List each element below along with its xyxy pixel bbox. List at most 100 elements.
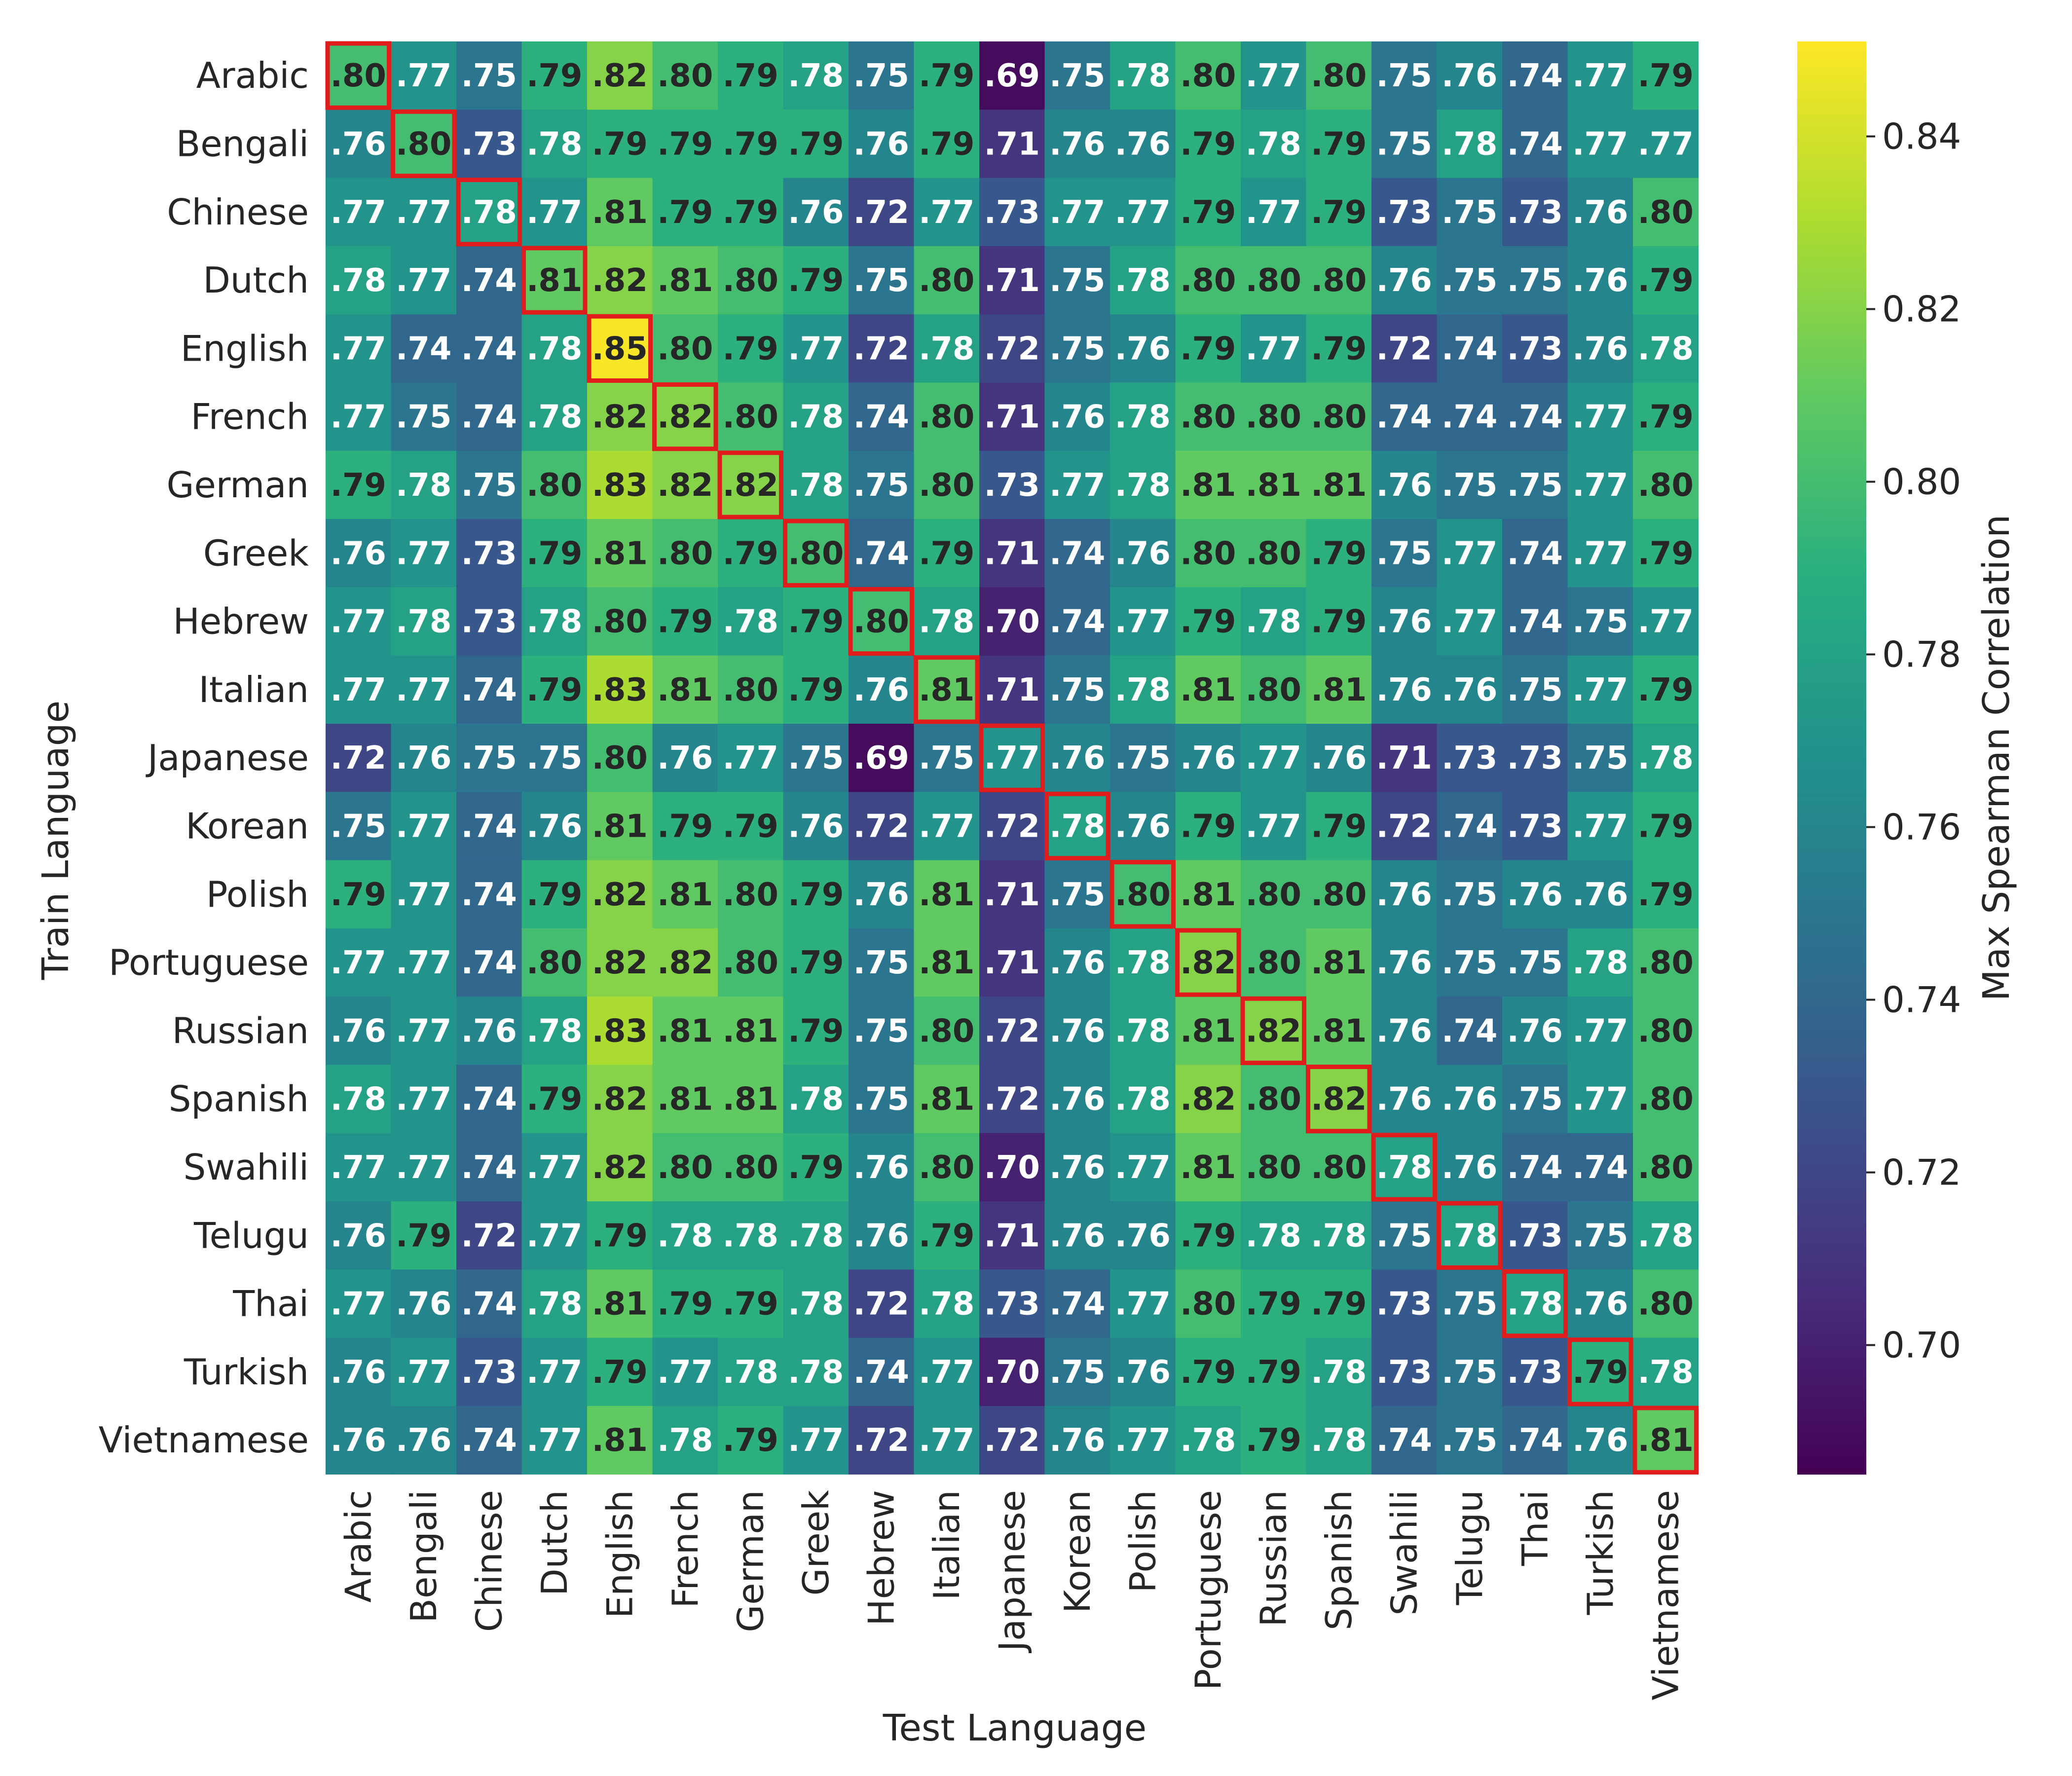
heatmap-cell — [1567, 587, 1633, 656]
heatmap-cell — [1633, 860, 1699, 929]
cell-value-label: .76 — [1572, 1286, 1628, 1323]
heatmap-cell — [979, 587, 1045, 656]
heatmap-cell — [1306, 110, 1372, 179]
y-tick-label: Italian — [199, 669, 309, 710]
heatmap-cell — [1437, 1406, 1503, 1475]
cell-value-label: .82 — [1246, 1013, 1301, 1049]
cell-value-label: .81 — [723, 1013, 778, 1049]
heatmap-cell — [1567, 792, 1633, 861]
heatmap-cell — [587, 928, 653, 997]
cell-value-label: .78 — [461, 194, 517, 231]
cell-value-label: .79 — [919, 535, 974, 572]
cell-value-label: .75 — [1507, 672, 1563, 708]
diagonal-highlight-box — [1044, 791, 1110, 861]
cell-value-label: .77 — [657, 1354, 713, 1391]
cell-value-label: .75 — [1115, 740, 1171, 777]
heatmap-cell — [1567, 724, 1633, 792]
heatmap-cell — [783, 928, 849, 997]
cell-value-label: .74 — [461, 1081, 517, 1118]
heatmap-cell — [914, 655, 980, 724]
heatmap-cell — [521, 1406, 588, 1475]
heatmap-cell — [849, 178, 915, 247]
cell-value-label: .75 — [461, 467, 517, 504]
heatmap-cell — [1306, 655, 1372, 724]
heatmap-cell — [979, 1337, 1045, 1406]
cell-value-label: .75 — [853, 262, 909, 299]
cell-value-label: .71 — [984, 262, 1040, 299]
x-tick-label: Vietnamese — [1645, 1490, 1686, 1700]
cell-value-label: .74 — [1442, 331, 1497, 367]
y-tick-label: Vietnamese — [99, 1419, 309, 1461]
heatmap-cell — [718, 1269, 784, 1338]
heatmap-cell — [718, 587, 784, 656]
cell-value-label: .77 — [526, 194, 582, 231]
cell-value-label: .81 — [657, 877, 713, 913]
cell-value-label: .75 — [461, 740, 517, 777]
heatmap-cell — [1306, 928, 1372, 997]
heatmap-cell — [914, 314, 980, 383]
diagonal-highlight-box — [848, 587, 914, 656]
heatmap-cell — [1633, 1201, 1699, 1270]
cell-value-label: .78 — [1049, 808, 1105, 845]
heatmap-cell — [1502, 519, 1568, 588]
x-tick-label: Japanese — [991, 1490, 1033, 1653]
heatmap-cell — [1371, 314, 1438, 383]
cell-value-label: .75 — [1442, 467, 1497, 504]
cell-value-label: .75 — [1049, 1354, 1105, 1391]
cell-value-label: .80 — [723, 262, 778, 299]
cell-value-label: .76 — [1376, 672, 1432, 708]
cell-value-label: .78 — [396, 467, 451, 504]
y-tick-label: Dutch — [203, 259, 309, 301]
heatmap-cell — [521, 587, 588, 656]
heatmap-cell — [1044, 450, 1110, 519]
cell-value-label: .72 — [984, 1081, 1040, 1118]
heatmap-cell — [1044, 928, 1110, 997]
heatmap-cell — [1044, 1201, 1110, 1270]
heatmap-cell — [1371, 1065, 1438, 1134]
y-tick-label: Japanese — [146, 737, 309, 778]
heatmap-cell — [326, 519, 392, 588]
heatmap-cell — [1044, 110, 1110, 179]
heatmap-cell — [1175, 1337, 1241, 1406]
cell-value-label: .77 — [1115, 1149, 1171, 1186]
heatmap-cell — [1110, 1201, 1176, 1270]
cell-value-label: .79 — [723, 1286, 778, 1323]
heatmap-cell — [979, 860, 1045, 929]
cell-value-label: .73 — [461, 604, 517, 640]
cell-value-label: .78 — [1115, 1013, 1171, 1049]
heatmap-cell — [1567, 655, 1633, 724]
heatmap-cell — [1175, 246, 1241, 315]
cell-value-label: .75 — [919, 740, 974, 777]
cell-value-label: .78 — [723, 604, 778, 640]
cell-value-label: .75 — [1376, 126, 1432, 162]
cell-value-label: .77 — [1572, 672, 1628, 708]
cell-value-label: .72 — [331, 740, 386, 777]
heatmap-cell — [1502, 450, 1568, 519]
heatmap-cell — [652, 724, 718, 792]
heatmap-cell — [1633, 41, 1699, 110]
diagonal-highlight-box — [1110, 860, 1176, 929]
cell-value-label: .73 — [1442, 740, 1497, 777]
cell-value-label: .71 — [1376, 740, 1432, 777]
cell-value-label: .79 — [657, 1286, 713, 1323]
heatmap-cell — [456, 178, 522, 247]
cell-value-label: .70 — [984, 604, 1040, 640]
cell-value-label: .79 — [396, 1218, 451, 1254]
cell-value-label: .80 — [1246, 262, 1301, 299]
diagonal-highlights — [325, 41, 1699, 1475]
cell-value-label: .80 — [723, 945, 778, 981]
heatmap-cell — [1110, 1269, 1176, 1338]
cell-value-label: .77 — [396, 672, 451, 708]
cell-value-label: .80 — [592, 604, 648, 640]
cell-value-label: .81 — [1180, 672, 1236, 708]
cell-value-label: .76 — [1572, 262, 1628, 299]
cell-value-label: .76 — [396, 1422, 451, 1459]
heatmap-cell — [1633, 587, 1699, 656]
cell-value-label: .72 — [1376, 808, 1432, 845]
heatmap-cell — [652, 246, 718, 315]
heatmap-cell — [979, 655, 1045, 724]
cell-value-label: .80 — [592, 740, 648, 777]
heatmap-cell — [1110, 110, 1176, 179]
heatmap-cell — [456, 246, 522, 315]
cell-value-label: .74 — [1572, 1149, 1628, 1186]
